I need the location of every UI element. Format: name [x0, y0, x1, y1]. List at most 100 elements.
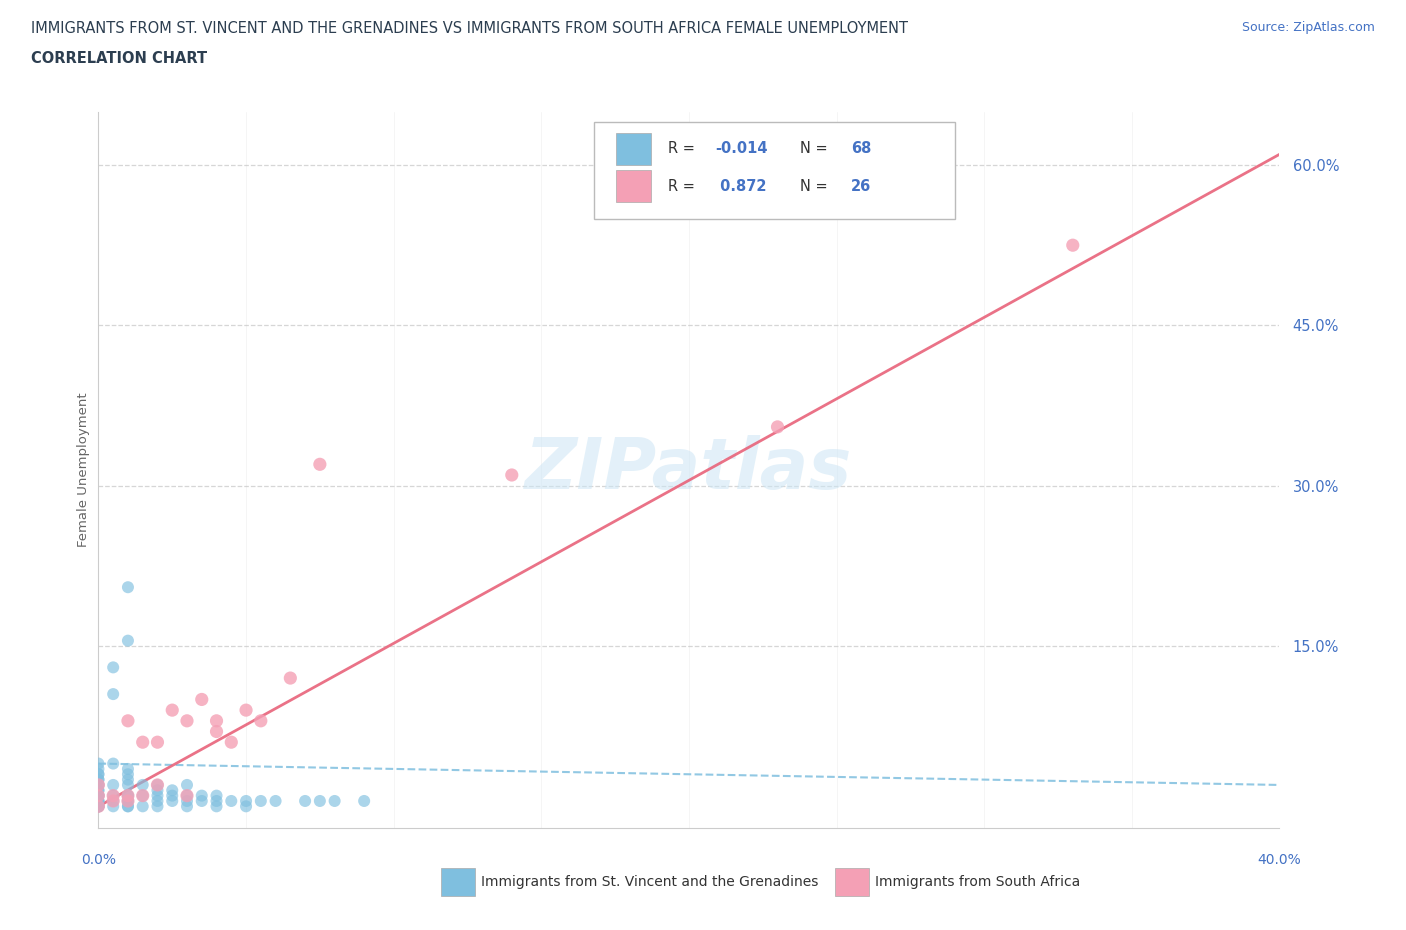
Point: [87, 777, 110, 792]
Point: [132, 777, 155, 792]
Point: [205, 713, 228, 728]
Point: [146, 735, 169, 750]
Point: [219, 735, 242, 750]
Text: N =: N =: [800, 179, 832, 193]
Point: [117, 762, 139, 777]
Point: [176, 793, 198, 808]
Point: [132, 789, 155, 804]
Point: [1062, 238, 1084, 253]
Point: [117, 633, 139, 648]
Point: [87, 789, 110, 804]
Point: [205, 724, 228, 739]
Point: [117, 772, 139, 787]
Point: [87, 789, 110, 804]
Point: [87, 767, 110, 782]
Point: [176, 799, 198, 814]
Point: [87, 783, 110, 798]
Point: [309, 457, 332, 472]
Point: [766, 419, 789, 434]
Point: [117, 793, 139, 808]
Point: [309, 793, 332, 808]
Point: [117, 799, 139, 814]
Point: [205, 799, 228, 814]
Point: [87, 767, 110, 782]
Point: [87, 762, 110, 777]
FancyBboxPatch shape: [616, 133, 651, 165]
Point: [235, 703, 257, 718]
Point: [191, 692, 214, 707]
Point: [191, 793, 214, 808]
Point: [103, 686, 125, 701]
Point: [501, 468, 523, 483]
Point: [205, 793, 228, 808]
Point: [87, 799, 110, 814]
Text: -0.014: -0.014: [714, 141, 768, 156]
Point: [205, 789, 228, 804]
Point: [87, 756, 110, 771]
Point: [117, 767, 139, 782]
Point: [103, 756, 125, 771]
Text: 0.0%: 0.0%: [82, 853, 115, 868]
Text: CORRELATION CHART: CORRELATION CHART: [31, 51, 207, 66]
Point: [235, 799, 257, 814]
Point: [132, 799, 155, 814]
Point: [87, 799, 110, 814]
Point: [103, 660, 125, 675]
Point: [264, 793, 287, 808]
Point: [87, 789, 110, 804]
Point: [278, 671, 302, 685]
Point: [87, 772, 110, 787]
Text: 68: 68: [851, 141, 872, 156]
Point: [176, 789, 198, 804]
Point: [117, 789, 139, 804]
Text: N =: N =: [800, 141, 832, 156]
FancyBboxPatch shape: [595, 123, 955, 219]
Point: [176, 789, 198, 804]
Text: ZIPatlas: ZIPatlas: [526, 435, 852, 504]
Point: [87, 793, 110, 808]
Point: [117, 793, 139, 808]
Point: [146, 789, 169, 804]
Point: [176, 777, 198, 792]
Point: [132, 789, 155, 804]
Point: [294, 793, 316, 808]
Point: [103, 793, 125, 808]
Point: [146, 793, 169, 808]
Point: [191, 789, 214, 804]
Point: [87, 799, 110, 814]
Point: [146, 799, 169, 814]
Point: [103, 777, 125, 792]
Point: [162, 793, 183, 808]
Point: [87, 777, 110, 792]
Point: [146, 777, 169, 792]
Point: [117, 777, 139, 792]
Point: [87, 793, 110, 808]
Point: [162, 789, 183, 804]
Point: [162, 703, 183, 718]
Point: [87, 772, 110, 787]
Text: Immigrants from St. Vincent and the Grenadines: Immigrants from St. Vincent and the Gren…: [481, 874, 818, 889]
Point: [117, 799, 139, 814]
Text: 26: 26: [851, 179, 870, 193]
Point: [323, 793, 346, 808]
Text: 40.0%: 40.0%: [1257, 853, 1302, 868]
Point: [176, 713, 198, 728]
Point: [146, 777, 169, 792]
Point: [87, 799, 110, 814]
Point: [87, 777, 110, 792]
Point: [146, 783, 169, 798]
Text: IMMIGRANTS FROM ST. VINCENT AND THE GRENADINES VS IMMIGRANTS FROM SOUTH AFRICA F: IMMIGRANTS FROM ST. VINCENT AND THE GREN…: [31, 21, 908, 36]
Point: [132, 735, 155, 750]
Text: Source: ZipAtlas.com: Source: ZipAtlas.com: [1241, 21, 1375, 34]
Point: [117, 789, 139, 804]
Point: [103, 789, 125, 804]
Point: [117, 793, 139, 808]
Point: [162, 783, 183, 798]
Y-axis label: Female Unemployment: Female Unemployment: [77, 392, 90, 547]
Point: [103, 789, 125, 804]
Point: [353, 793, 375, 808]
Point: [87, 789, 110, 804]
Point: [87, 799, 110, 814]
Text: R =: R =: [668, 141, 699, 156]
Point: [87, 793, 110, 808]
